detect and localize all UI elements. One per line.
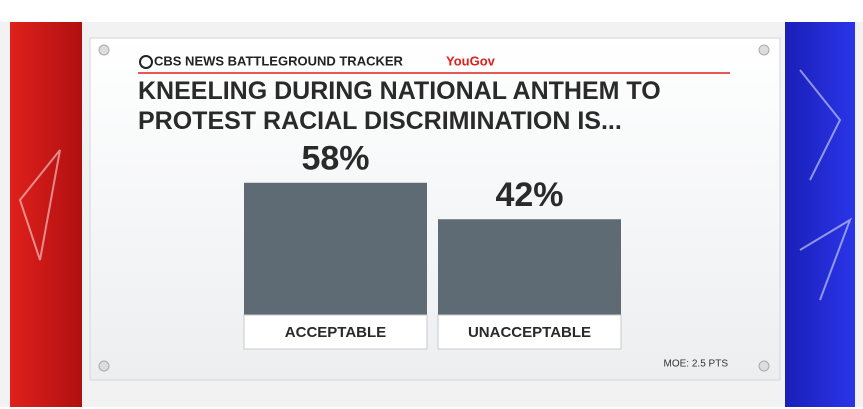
bar bbox=[438, 219, 621, 315]
category-box bbox=[243, 314, 428, 350]
category-label: ACCEPTABLE bbox=[285, 324, 386, 341]
screw bbox=[98, 44, 110, 56]
screw bbox=[758, 360, 770, 372]
board bbox=[89, 37, 781, 381]
category-box bbox=[437, 314, 622, 350]
note: MOE: 2.5 PTS bbox=[664, 359, 729, 370]
partner: YouGov bbox=[446, 53, 496, 68]
bar bbox=[244, 182, 427, 315]
value-label: 58% bbox=[301, 140, 369, 178]
star-decoration bbox=[18, 69, 852, 301]
screw bbox=[758, 44, 770, 56]
category-label: UNACCEPTABLE bbox=[468, 324, 591, 341]
red-panel bbox=[10, 22, 82, 407]
blue-panel bbox=[785, 22, 855, 407]
cbs-logo bbox=[139, 55, 153, 69]
source: CBS NEWS BATTLEGROUND TRACKER bbox=[154, 53, 404, 68]
chart-title: KNEELING DURING NATIONAL ANTHEM TO PROTES… bbox=[138, 77, 661, 135]
value-label: 42% bbox=[495, 176, 563, 214]
screw bbox=[98, 360, 110, 372]
